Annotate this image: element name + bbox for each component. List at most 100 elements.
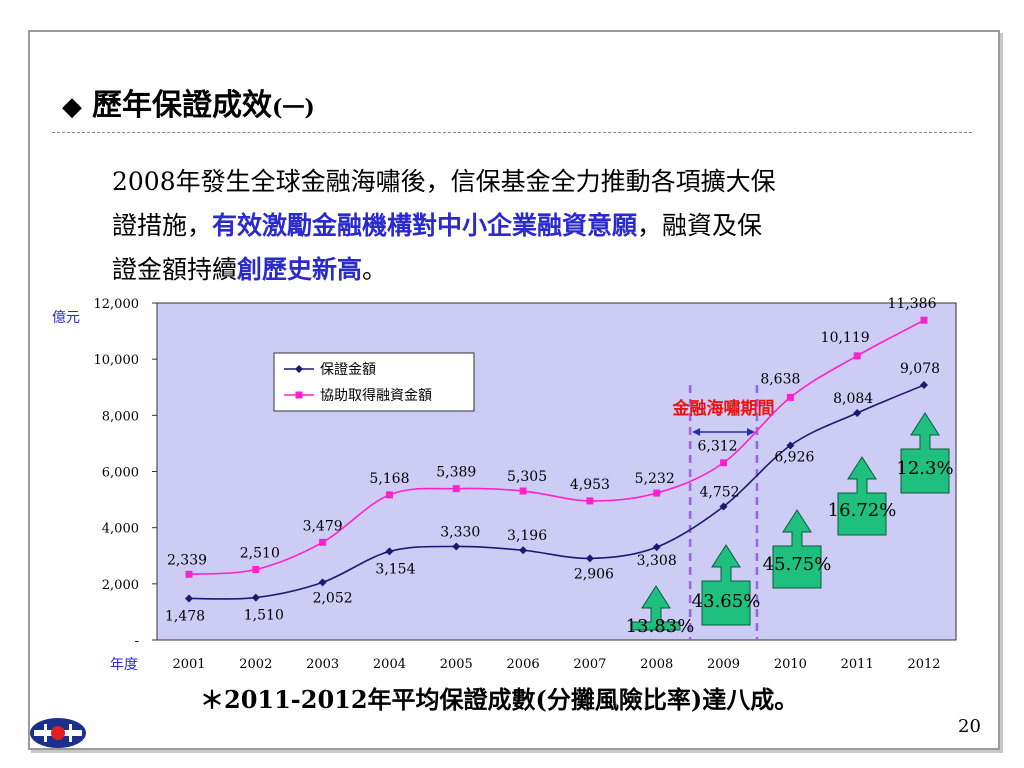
data-label: 8,638 (760, 371, 800, 387)
growth-arrow-icon (772, 509, 822, 589)
data-label: 1,478 (165, 608, 205, 624)
x-tick-label: 2005 (440, 657, 473, 672)
growth-arrow-icon (900, 412, 950, 494)
data-point (586, 497, 594, 505)
slide-frame (28, 30, 1000, 750)
data-point (318, 578, 327, 587)
data-point (653, 489, 661, 497)
crisis-arrowhead-left (692, 428, 701, 436)
data-point (519, 546, 528, 555)
x-axis-label: 年度 (110, 657, 138, 673)
intro-text: ，融資及保 (637, 211, 763, 240)
x-tick-label: 2010 (774, 657, 807, 672)
x-tick-label: 2004 (373, 657, 406, 672)
diamond-bullet-icon: ◆ (62, 92, 82, 122)
data-label: 3,479 (303, 518, 343, 534)
data-point (319, 538, 327, 546)
growth-arrow-icon (631, 585, 681, 631)
intro-text: 證金額持續 (112, 255, 238, 284)
crisis-annotation-label: 金融海嘯期間 (672, 398, 775, 419)
x-tick-label: 2001 (172, 657, 205, 672)
series-line (188, 384, 925, 600)
data-label: 3,308 (637, 553, 677, 569)
series-line (188, 319, 925, 576)
legend-box (273, 352, 475, 412)
x-tick-label: 2008 (640, 657, 673, 672)
data-label: 4,752 (699, 485, 739, 501)
intro-line-3: 證金額持續創歷史新高。 (112, 248, 942, 292)
x-tick-label: 2003 (306, 657, 339, 672)
footnote: ＊2011-2012年平均保證成數(分攤風險比率)達八成。 (200, 685, 799, 714)
data-point (719, 502, 728, 511)
data-point (920, 381, 928, 390)
legend-marker (295, 365, 303, 373)
crisis-arrowhead-right (746, 428, 755, 436)
data-label: 10,119 (821, 330, 870, 346)
data-point (185, 570, 193, 578)
data-label: 5,305 (507, 469, 547, 485)
intro-text: 證措施， (112, 211, 213, 240)
data-point (519, 487, 527, 495)
y-tick-label: 8,000 (102, 409, 139, 424)
growth-rate-label: 43.65% (692, 591, 761, 612)
y-tick-label: 2,000 (102, 578, 139, 593)
title-suffix: (一) (272, 95, 315, 121)
growth-rate-label: 12.3% (896, 458, 953, 479)
data-point (920, 316, 928, 324)
data-point (452, 485, 460, 493)
title-text: 歷年保證成效 (92, 88, 272, 123)
data-point (585, 554, 594, 563)
data-point (720, 459, 728, 467)
intro-line-2: 證措施，有效激勵金融機構對中小企業融資意願，融資及保 (112, 204, 942, 248)
growth-arrow-icon (701, 544, 751, 626)
x-tick-label: 2009 (707, 657, 740, 672)
intro-text: 。 (362, 255, 388, 284)
data-point (252, 566, 260, 574)
organization-logo-icon (28, 716, 88, 754)
x-tick-label: 2011 (841, 657, 874, 672)
y-tick-label: 10,000 (94, 353, 140, 368)
data-point (452, 542, 461, 551)
legend-label: 保證金額 (320, 361, 376, 378)
data-label: 11,386 (888, 296, 937, 312)
y-tick-label: 6,000 (102, 466, 139, 481)
x-tick-label: 2012 (907, 657, 940, 672)
data-label: 3,330 (440, 524, 480, 540)
growth-rate-label: 45.75% (763, 554, 832, 575)
y-axis-label: 億元 (52, 310, 80, 326)
data-label: 3,154 (375, 561, 415, 577)
data-point (385, 547, 394, 556)
data-point (786, 441, 795, 450)
title-divider (52, 132, 972, 133)
intro-line-1: 2008年發生全球金融海嘯後，信保基金全力推動各項擴大保 (112, 167, 776, 196)
legend-label: 協助取得融資金額 (320, 387, 432, 404)
x-tick-label: 2002 (239, 657, 272, 672)
data-label: 5,168 (369, 471, 409, 487)
data-point (786, 393, 794, 401)
data-label: 9,078 (900, 361, 940, 377)
y-tick-label: 12,000 (94, 297, 140, 312)
intro-highlight: 有效激勵金融機構對中小企業融資意願 (212, 211, 638, 240)
x-tick-label: 2007 (573, 657, 606, 672)
y-tick-label: 4,000 (102, 522, 139, 537)
data-label: 6,312 (697, 439, 737, 455)
data-label: 2,052 (313, 590, 353, 606)
data-point (385, 491, 393, 499)
intro-highlight: 創歷史新高 (237, 255, 363, 284)
intro-paragraph: 2008年發生全球金融海嘯後，信保基金全力推動各項擴大保 證措施，有效激勵金融機… (112, 160, 942, 292)
page-number: 20 (958, 716, 981, 737)
growth-arrow-icon (837, 456, 887, 536)
growth-rate-label: 13.83% (626, 616, 695, 637)
data-label: 2,906 (574, 566, 614, 582)
data-point (652, 543, 661, 552)
growth-rate-label: 16.72% (828, 500, 897, 521)
y-tick-label: - (135, 634, 139, 649)
data-label: 2,339 (167, 552, 207, 568)
data-label: 8,084 (833, 391, 873, 407)
data-point (251, 593, 260, 602)
data-point (185, 594, 193, 603)
data-label: 4,953 (570, 477, 610, 493)
data-label: 5,232 (635, 471, 675, 487)
x-tick-label: 2006 (507, 657, 540, 672)
